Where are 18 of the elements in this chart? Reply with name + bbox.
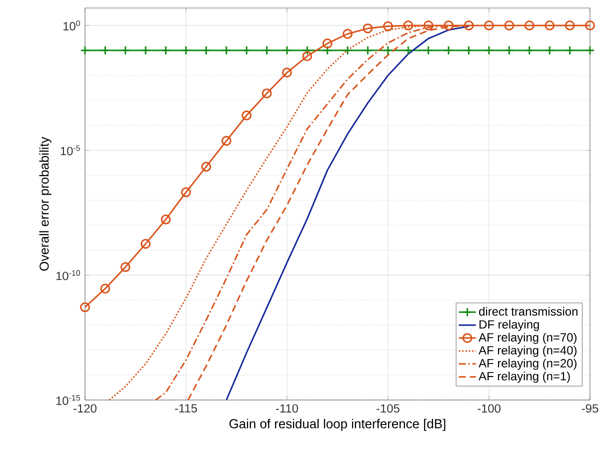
legend-label: AF relaying (n=20) <box>478 358 576 370</box>
y-tick-label: 10$^{-10}$ <box>56 270 80 280</box>
y-tick-label: 10$^{0}$ <box>63 20 80 30</box>
y-tick-label: 10$^{-15}$ <box>56 395 80 405</box>
legend-label: direct transmission <box>479 306 578 316</box>
legend-label: DF relaying <box>480 320 539 332</box>
x-tick-label: -95 <box>582 404 598 413</box>
x-tick-label: -120 <box>74 404 96 413</box>
x-axis-title: Gain of residual loop interference [dB] <box>229 418 446 431</box>
legend-label: AF relaying (n=70) <box>478 332 576 344</box>
legend-label: AF relaying (n=40) <box>478 346 576 357</box>
legend-label: AF relaying (n=1) <box>478 372 570 383</box>
x-tick-label: -110 <box>276 404 298 413</box>
x-tick-label: -115 <box>175 404 198 413</box>
y-tick-label: 10$^{-5}$ <box>60 145 80 156</box>
x-tick-label: -100 <box>478 404 501 413</box>
y-axis-title: Overall error probability <box>39 136 52 271</box>
x-tick-label: -105 <box>376 404 400 413</box>
